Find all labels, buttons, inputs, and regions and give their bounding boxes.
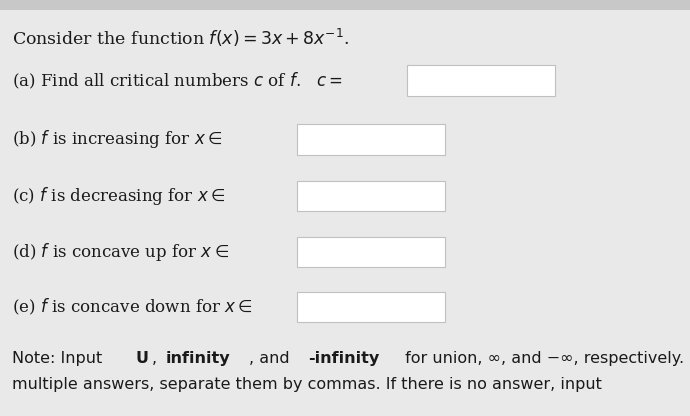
Text: U: U (135, 351, 148, 366)
Text: (d) $f$ is concave up for $x \in$: (d) $f$ is concave up for $x \in$ (12, 241, 230, 262)
Text: -infinity: -infinity (308, 351, 379, 366)
FancyBboxPatch shape (407, 65, 555, 96)
FancyBboxPatch shape (297, 124, 445, 155)
FancyBboxPatch shape (297, 181, 445, 211)
Text: (a) Find all critical numbers $c$ of $f$.   $c =$: (a) Find all critical numbers $c$ of $f$… (12, 71, 343, 91)
Text: Consider the function $f(x) = 3x + 8x^{-1}$.: Consider the function $f(x) = 3x + 8x^{-… (12, 27, 350, 49)
Text: , and: , and (249, 351, 295, 366)
Text: (c) $f$ is decreasing for $x \in$: (c) $f$ is decreasing for $x \in$ (12, 185, 226, 206)
FancyBboxPatch shape (297, 292, 445, 322)
Text: infinity: infinity (166, 351, 230, 366)
Text: (b) $f$ is increasing for $x \in$: (b) $f$ is increasing for $x \in$ (12, 129, 223, 150)
Text: (e) $f$ is concave down for $x \in$: (e) $f$ is concave down for $x \in$ (12, 297, 253, 317)
FancyBboxPatch shape (297, 237, 445, 267)
Text: for union, ∞, and −∞, respectively. If there are: for union, ∞, and −∞, respectively. If t… (400, 351, 690, 366)
Text: multiple answers, separate them by commas. If there is no answer, input: multiple answers, separate them by comma… (12, 377, 607, 392)
Text: ,: , (152, 351, 163, 366)
Text: Note: Input: Note: Input (12, 351, 108, 366)
FancyBboxPatch shape (0, 0, 690, 10)
